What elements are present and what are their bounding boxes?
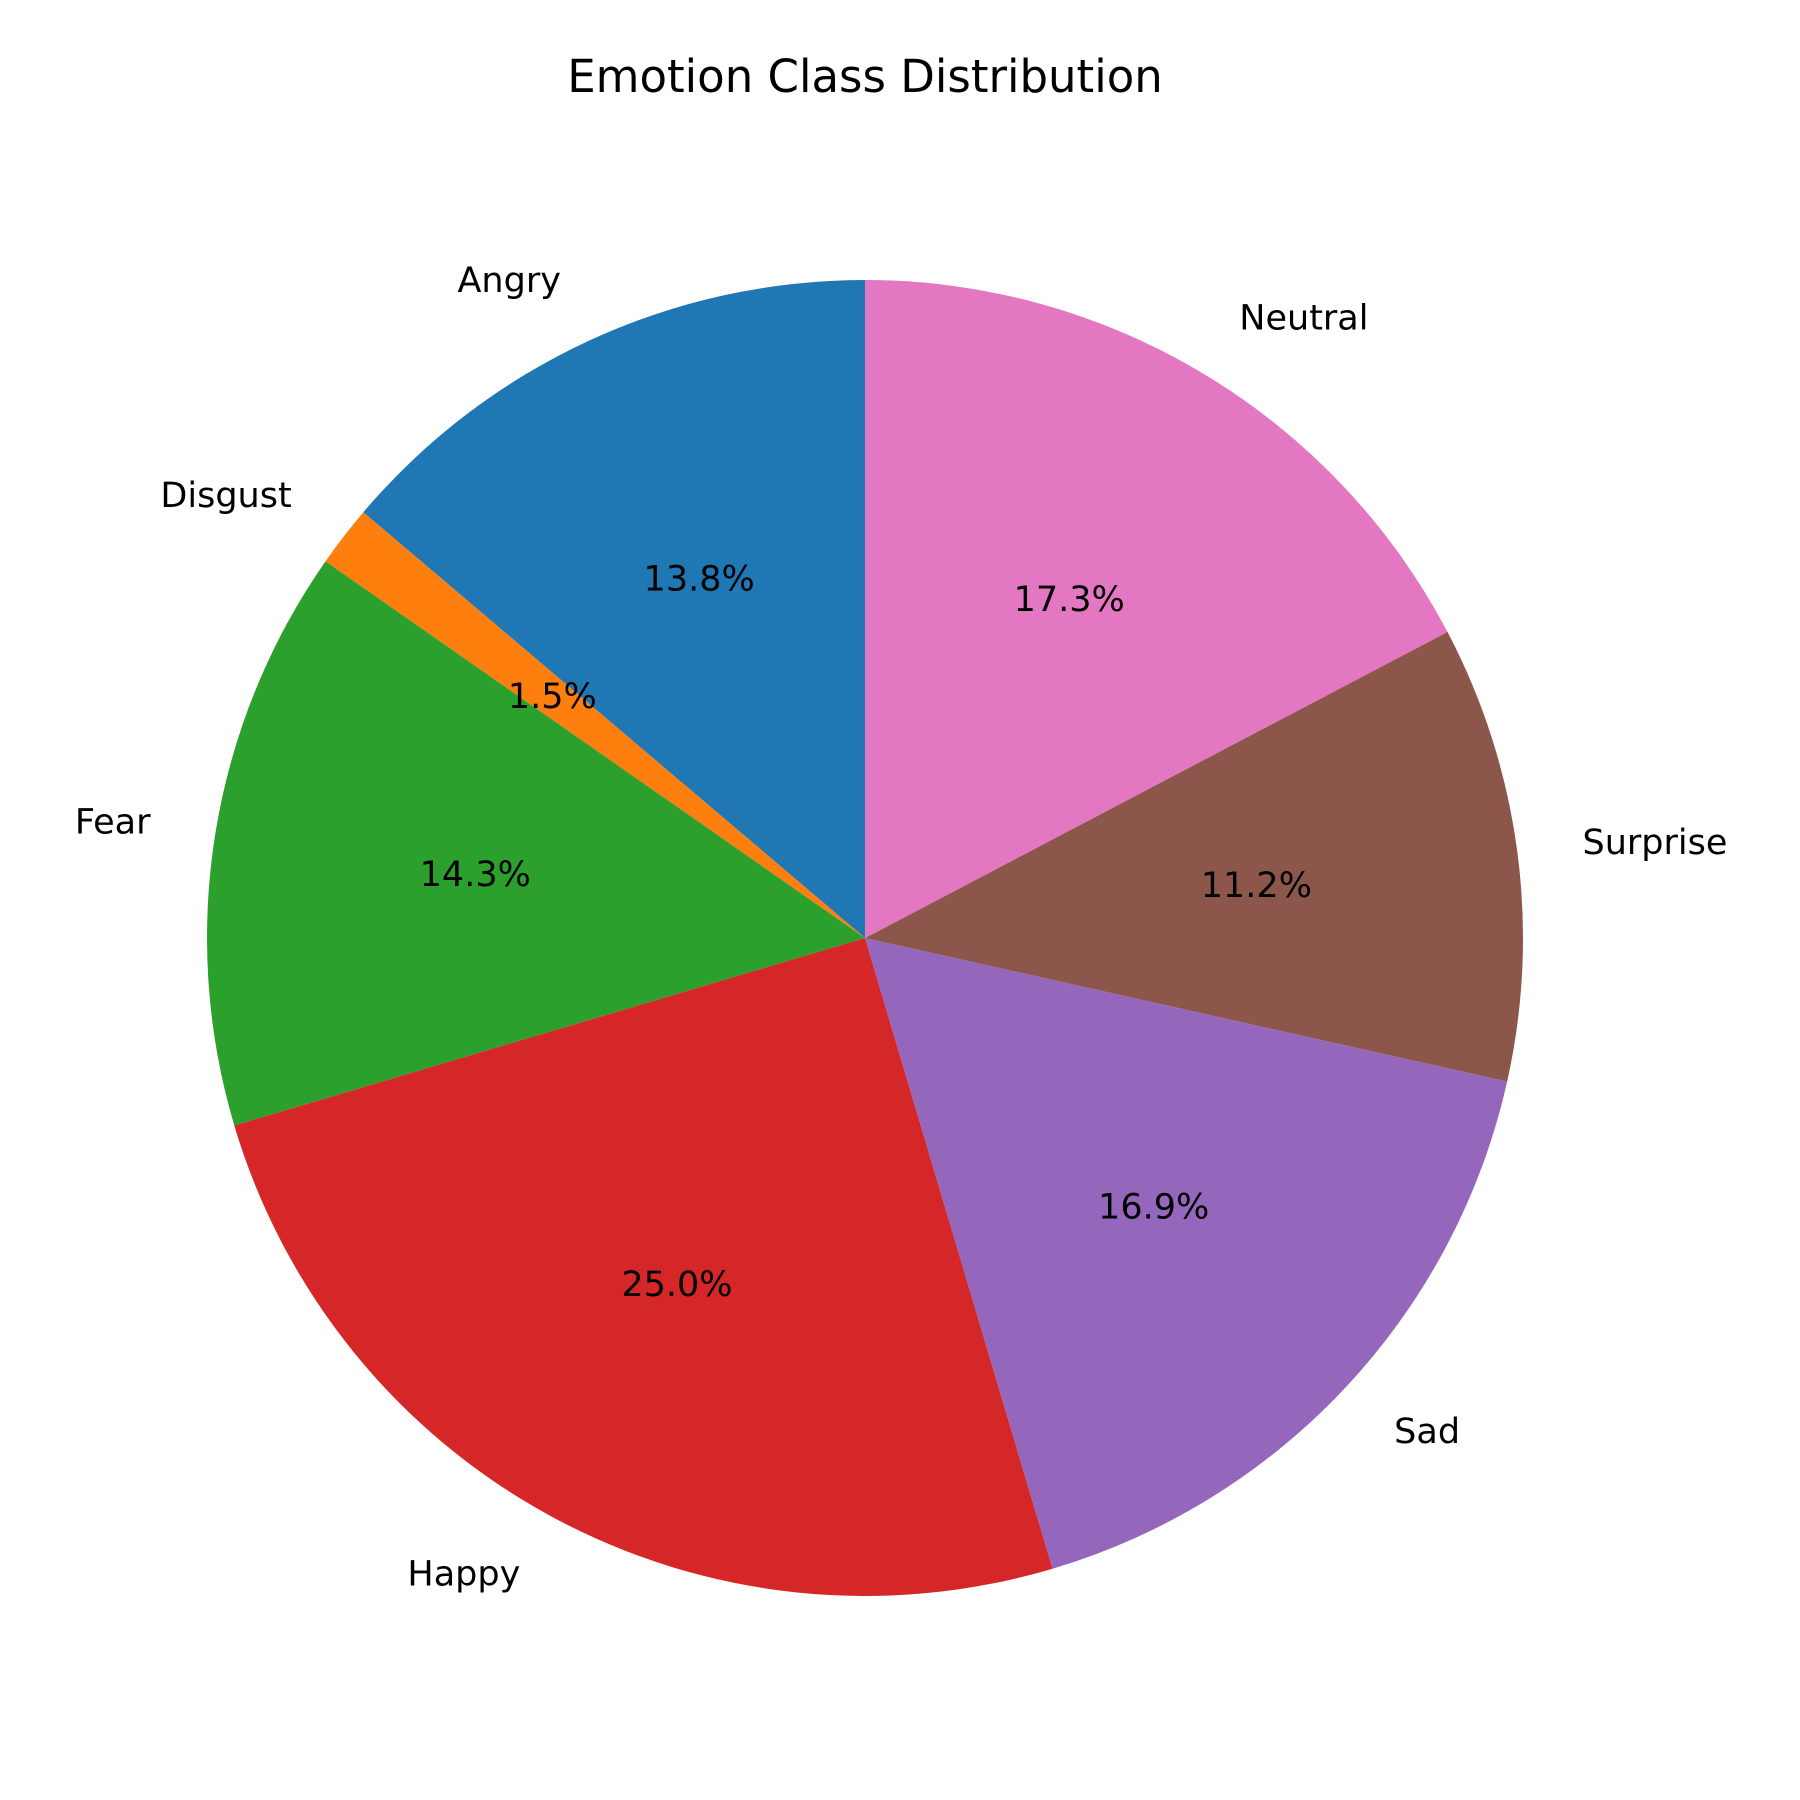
slice-label-surprise: Surprise: [1583, 823, 1728, 863]
slice-neutral: [865, 279, 1448, 938]
slice-sad: [865, 938, 1508, 1569]
slice-fear: [206, 561, 865, 1126]
slice-surprise: [865, 631, 1523, 1082]
slice-percent-fear: 14.3%: [420, 855, 531, 895]
slice-label-sad: Sad: [1394, 1412, 1460, 1452]
chart-title: Emotion Class Distribution: [567, 50, 1163, 103]
slice-label-happy: Happy: [407, 1554, 520, 1594]
slice-label-fear: Fear: [75, 803, 151, 843]
slice-percent-disgust: 1.5%: [508, 677, 597, 717]
slice-percent-angry: 13.8%: [644, 560, 755, 600]
pie-slices: [206, 279, 1523, 1596]
slice-percent-happy: 25.0%: [621, 1265, 732, 1305]
slice-angry: [363, 280, 865, 938]
slice-percent-neutral: 17.3%: [1014, 580, 1125, 620]
slice-percent-sad: 16.9%: [1098, 1187, 1209, 1227]
slice-percent-surprise: 11.2%: [1201, 866, 1312, 906]
pie-labels: Angry 13.8% Disgust 1.5% Fear 14.3% Happy 25.0%…: [75, 261, 1728, 1594]
slice-label-neutral: Neutral: [1239, 298, 1368, 338]
slice-label-angry: Angry: [457, 261, 560, 301]
slice-disgust: [325, 512, 865, 938]
slice-label-disgust: Disgust: [160, 476, 291, 516]
slice-happy: [234, 938, 1053, 1596]
